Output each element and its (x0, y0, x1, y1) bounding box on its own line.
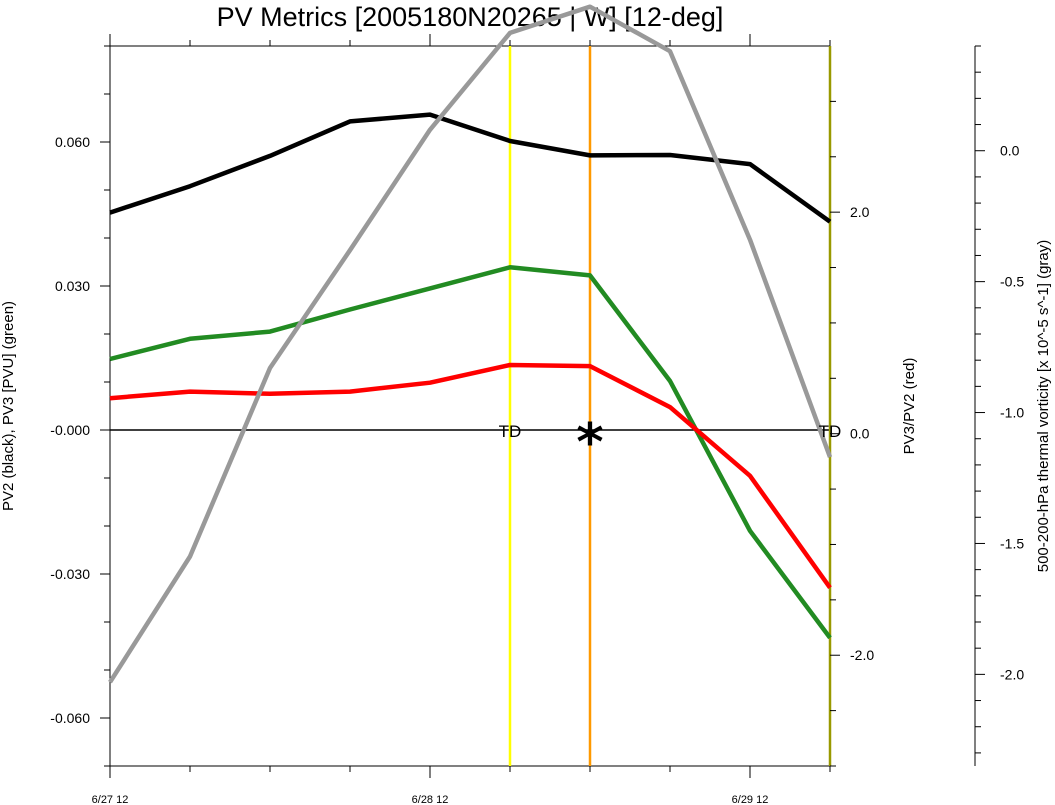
chart-title: PV Metrics [2005180N20265 | W] [12-deg] (217, 2, 724, 32)
x-tick-label: 6/28 12 (412, 794, 449, 805)
series-line-4 (108, 4, 833, 684)
left-tick-label: 0.060 (55, 134, 90, 150)
gray-tick-label: -2.0 (1000, 666, 1024, 682)
left-tick-label: -0.000 (50, 422, 90, 438)
red-tick-label: 2.0 (850, 204, 870, 220)
gray-tick-label: 0.0 (1000, 143, 1020, 159)
left-tick-label: -0.030 (50, 566, 90, 582)
gray-axis-label: 500-200-hPa thermal vorticity [x 10^-5 s… (1035, 240, 1052, 573)
gray-tick-label: -1.5 (1000, 535, 1024, 551)
series-line-1 (109, 112, 832, 224)
series-line-3 (109, 362, 832, 590)
left-tick-label: -0.060 (50, 710, 90, 726)
red-axis-label: PV3/PV2 (red) (901, 358, 918, 455)
annotation-td-3: TD (819, 422, 842, 441)
red-tick-label: -2.0 (850, 647, 874, 663)
red-tick-label: 0.0 (850, 426, 870, 442)
reference-lines (508, 46, 832, 766)
left-tick-label: 0.030 (55, 278, 90, 294)
series-line-2 (109, 265, 832, 640)
series-lines (108, 4, 833, 684)
annotations: TD * TD (499, 413, 842, 473)
left-axis-label: PV2 (black), PV3 [PVU] (green) (0, 301, 17, 511)
gray-tick-label: -0.5 (1000, 274, 1024, 290)
x-tick-label: 6/29 12 (732, 794, 769, 805)
gray-tick-label: -1.0 (1000, 405, 1024, 421)
plot-frame (109, 45, 976, 767)
annotation-td-1: TD (499, 422, 522, 441)
annotation-star: * (576, 413, 603, 473)
x-tick-label: 6/27 12 (92, 794, 129, 805)
axis-ticks: 0.060 0.030 -0.000 -0.030 -0.060 2.0 0.0 -2.0 0.… (50, 34, 1024, 805)
